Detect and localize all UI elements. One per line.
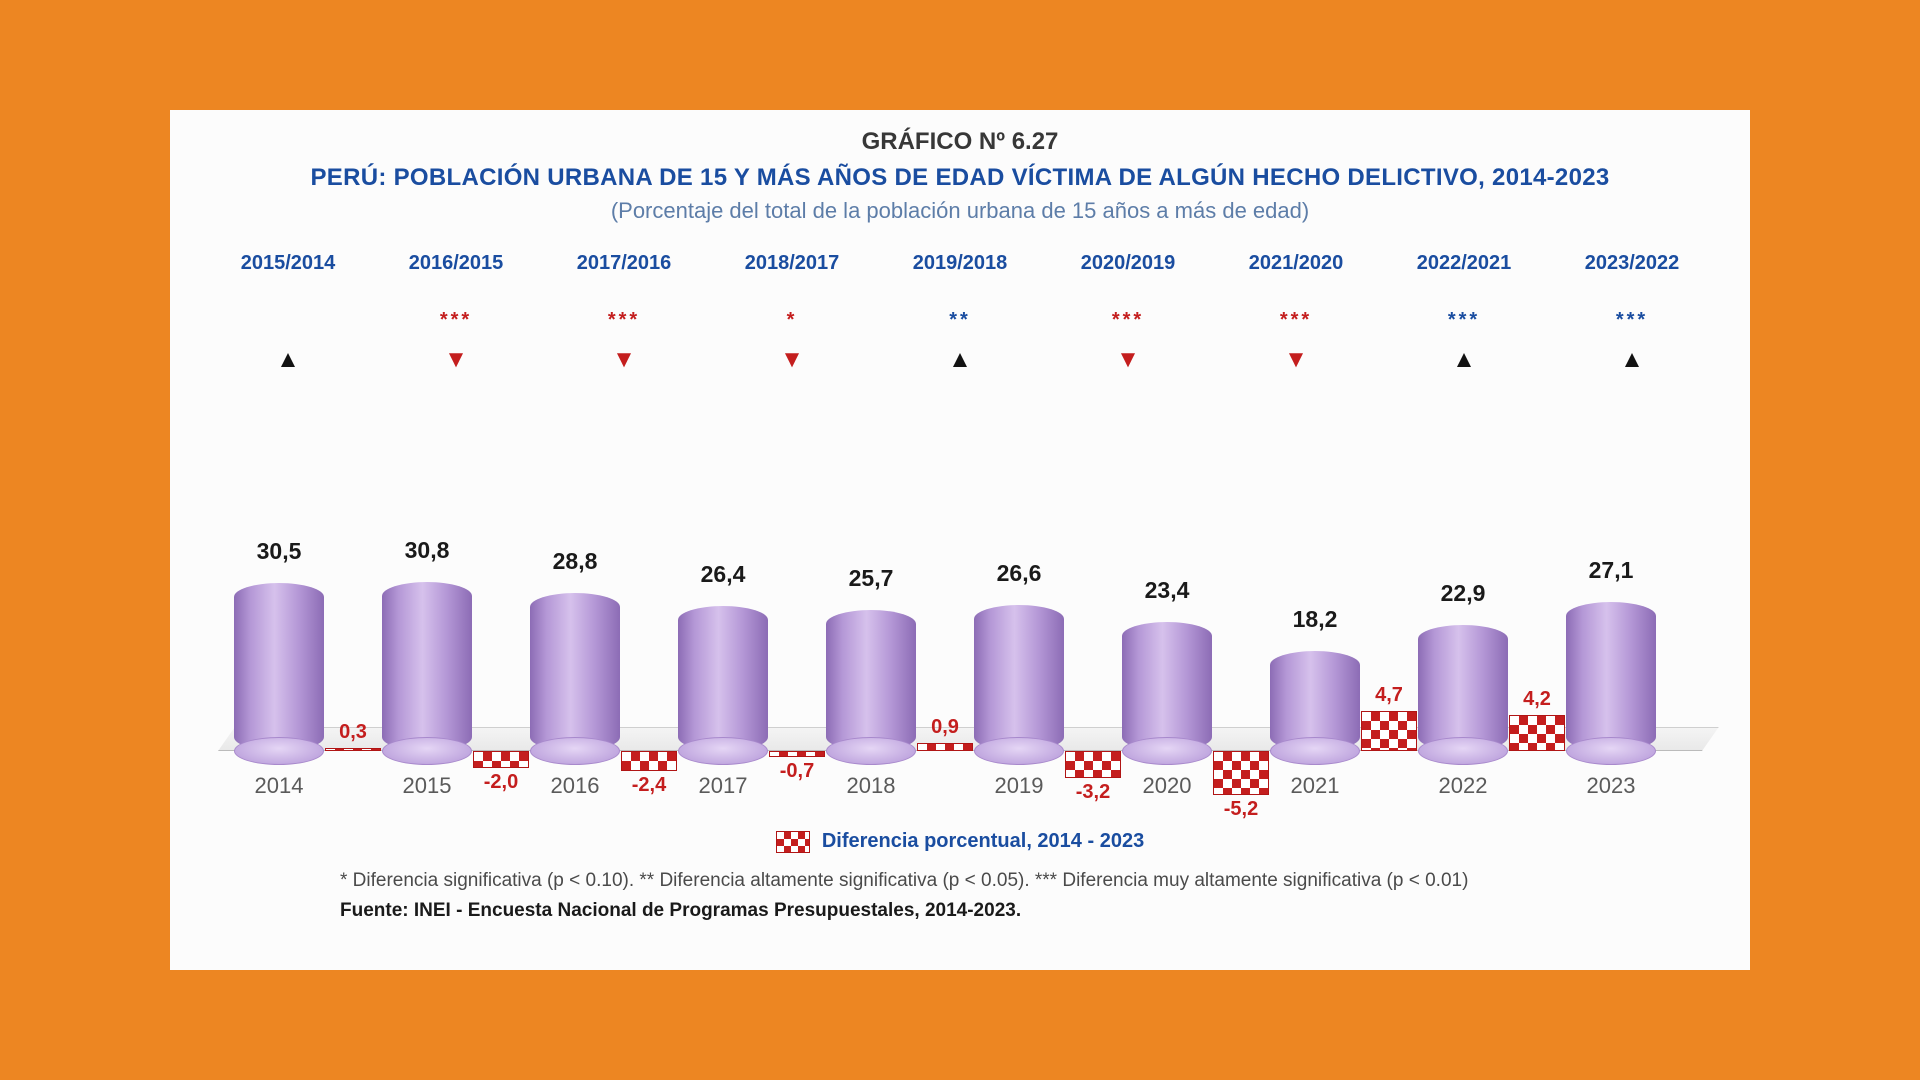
year-pair-label: 2016/2015	[401, 252, 511, 275]
diff-bar	[473, 751, 529, 768]
year-axis-label: 2014	[219, 773, 339, 799]
bar-value-label: 18,2	[1255, 606, 1375, 633]
year-pair-label: 2021/2020	[1241, 252, 1351, 275]
legend-label: Diferencia porcentual, 2014 - 2023	[822, 830, 1144, 853]
legend: Diferencia porcentual, 2014 - 2023	[170, 830, 1750, 858]
significance-stars: ***	[1577, 309, 1687, 332]
bars-container: 30,5201430,820150,328,82016-2,026,42017-…	[218, 500, 1702, 751]
diff-value-label: -5,2	[1201, 798, 1281, 821]
titles-block: GRÁFICO Nº 6.27 PERÚ: POBLACIÓN URBANA D…	[200, 128, 1720, 224]
year-axis-label: 2021	[1255, 773, 1375, 799]
diff-bar	[1213, 751, 1269, 795]
significance-stars: ***	[1409, 309, 1519, 332]
triangle-up-icon: ▲	[1577, 348, 1687, 372]
year-pair-label: 2017/2016	[569, 252, 679, 275]
year-axis-label: 2022	[1403, 773, 1523, 799]
diff-bar	[1065, 751, 1121, 778]
diff-value-label: 4,7	[1349, 684, 1429, 707]
diff-value-label: 4,2	[1497, 688, 1577, 711]
diff-bar	[1509, 715, 1565, 751]
significance-stars: ***	[401, 309, 511, 332]
triangle-down-icon: ▼	[569, 348, 679, 372]
triangle-up-icon: ▲	[233, 348, 343, 372]
diff-value-label: -2,0	[461, 771, 541, 794]
diff-bar	[1361, 711, 1417, 751]
bar-value-label: 27,1	[1551, 557, 1671, 584]
diff-value-label: -3,2	[1053, 781, 1133, 804]
significance-stars: *	[737, 309, 847, 332]
diff-value-label: 0,3	[313, 721, 393, 744]
year-pair-label: 2023/2022	[1577, 252, 1687, 275]
triangle-row: ▲ ▼ ▼ ▼ ▲ ▼ ▼ ▲ ▲	[200, 348, 1720, 372]
chart-area: 30,5201430,820150,328,82016-2,026,42017-…	[218, 500, 1702, 795]
significance-stars: ***	[1241, 309, 1351, 332]
significance-stars: ***	[1073, 309, 1183, 332]
triangle-up-icon: ▲	[1409, 348, 1519, 372]
year-pair-label: 2018/2017	[737, 252, 847, 275]
year-pair-label: 2022/2021	[1409, 252, 1519, 275]
year-axis-label: 2023	[1551, 773, 1671, 799]
significance-stars	[233, 309, 343, 332]
bar-value-label: 30,5	[219, 538, 339, 565]
chart-number: GRÁFICO Nº 6.27	[200, 128, 1720, 156]
bar-value-label: 26,6	[959, 560, 1079, 587]
diff-value-label: -0,7	[757, 760, 837, 783]
chart-subtitle: (Porcentaje del total de la población ur…	[200, 198, 1720, 224]
year-pair-row: 2015/2014 2016/2015 2017/2016 2018/2017 2019…	[200, 252, 1720, 275]
bar-value-label: 30,8	[367, 537, 487, 564]
significance-footnote: * Diferencia significativa (p < 0.10). *…	[340, 870, 1690, 892]
significance-stars: **	[905, 309, 1015, 332]
triangle-down-icon: ▼	[401, 348, 511, 372]
diff-bar	[769, 751, 825, 757]
source-footnote: Fuente: INEI - Encuesta Nacional de Prog…	[340, 900, 1690, 922]
bar-value-label: 28,8	[515, 548, 635, 575]
bar-value-label: 25,7	[811, 565, 931, 592]
chart-panel: GRÁFICO Nº 6.27 PERÚ: POBLACIÓN URBANA D…	[170, 110, 1750, 970]
diff-value-label: 0,9	[905, 716, 985, 739]
triangle-down-icon: ▼	[1241, 348, 1351, 372]
diff-bar	[917, 743, 973, 751]
bar-value-label: 26,4	[663, 561, 783, 588]
diff-value-label: -2,4	[609, 774, 689, 797]
year-pair-label: 2019/2018	[905, 252, 1015, 275]
diff-bar	[325, 748, 381, 751]
triangle-down-icon: ▼	[737, 348, 847, 372]
year-pair-label: 2015/2014	[233, 252, 343, 275]
significance-stars: ***	[569, 309, 679, 332]
bar-value-label: 22,9	[1403, 580, 1523, 607]
chart-title: PERÚ: POBLACIÓN URBANA DE 15 Y MÁS AÑOS …	[200, 164, 1720, 192]
legend-swatch	[776, 831, 810, 853]
significance-row: *********************	[200, 309, 1720, 332]
diff-bar	[621, 751, 677, 771]
bar-value-label: 23,4	[1107, 577, 1227, 604]
year-pair-label: 2020/2019	[1073, 252, 1183, 275]
triangle-up-icon: ▲	[905, 348, 1015, 372]
triangle-down-icon: ▼	[1073, 348, 1183, 372]
